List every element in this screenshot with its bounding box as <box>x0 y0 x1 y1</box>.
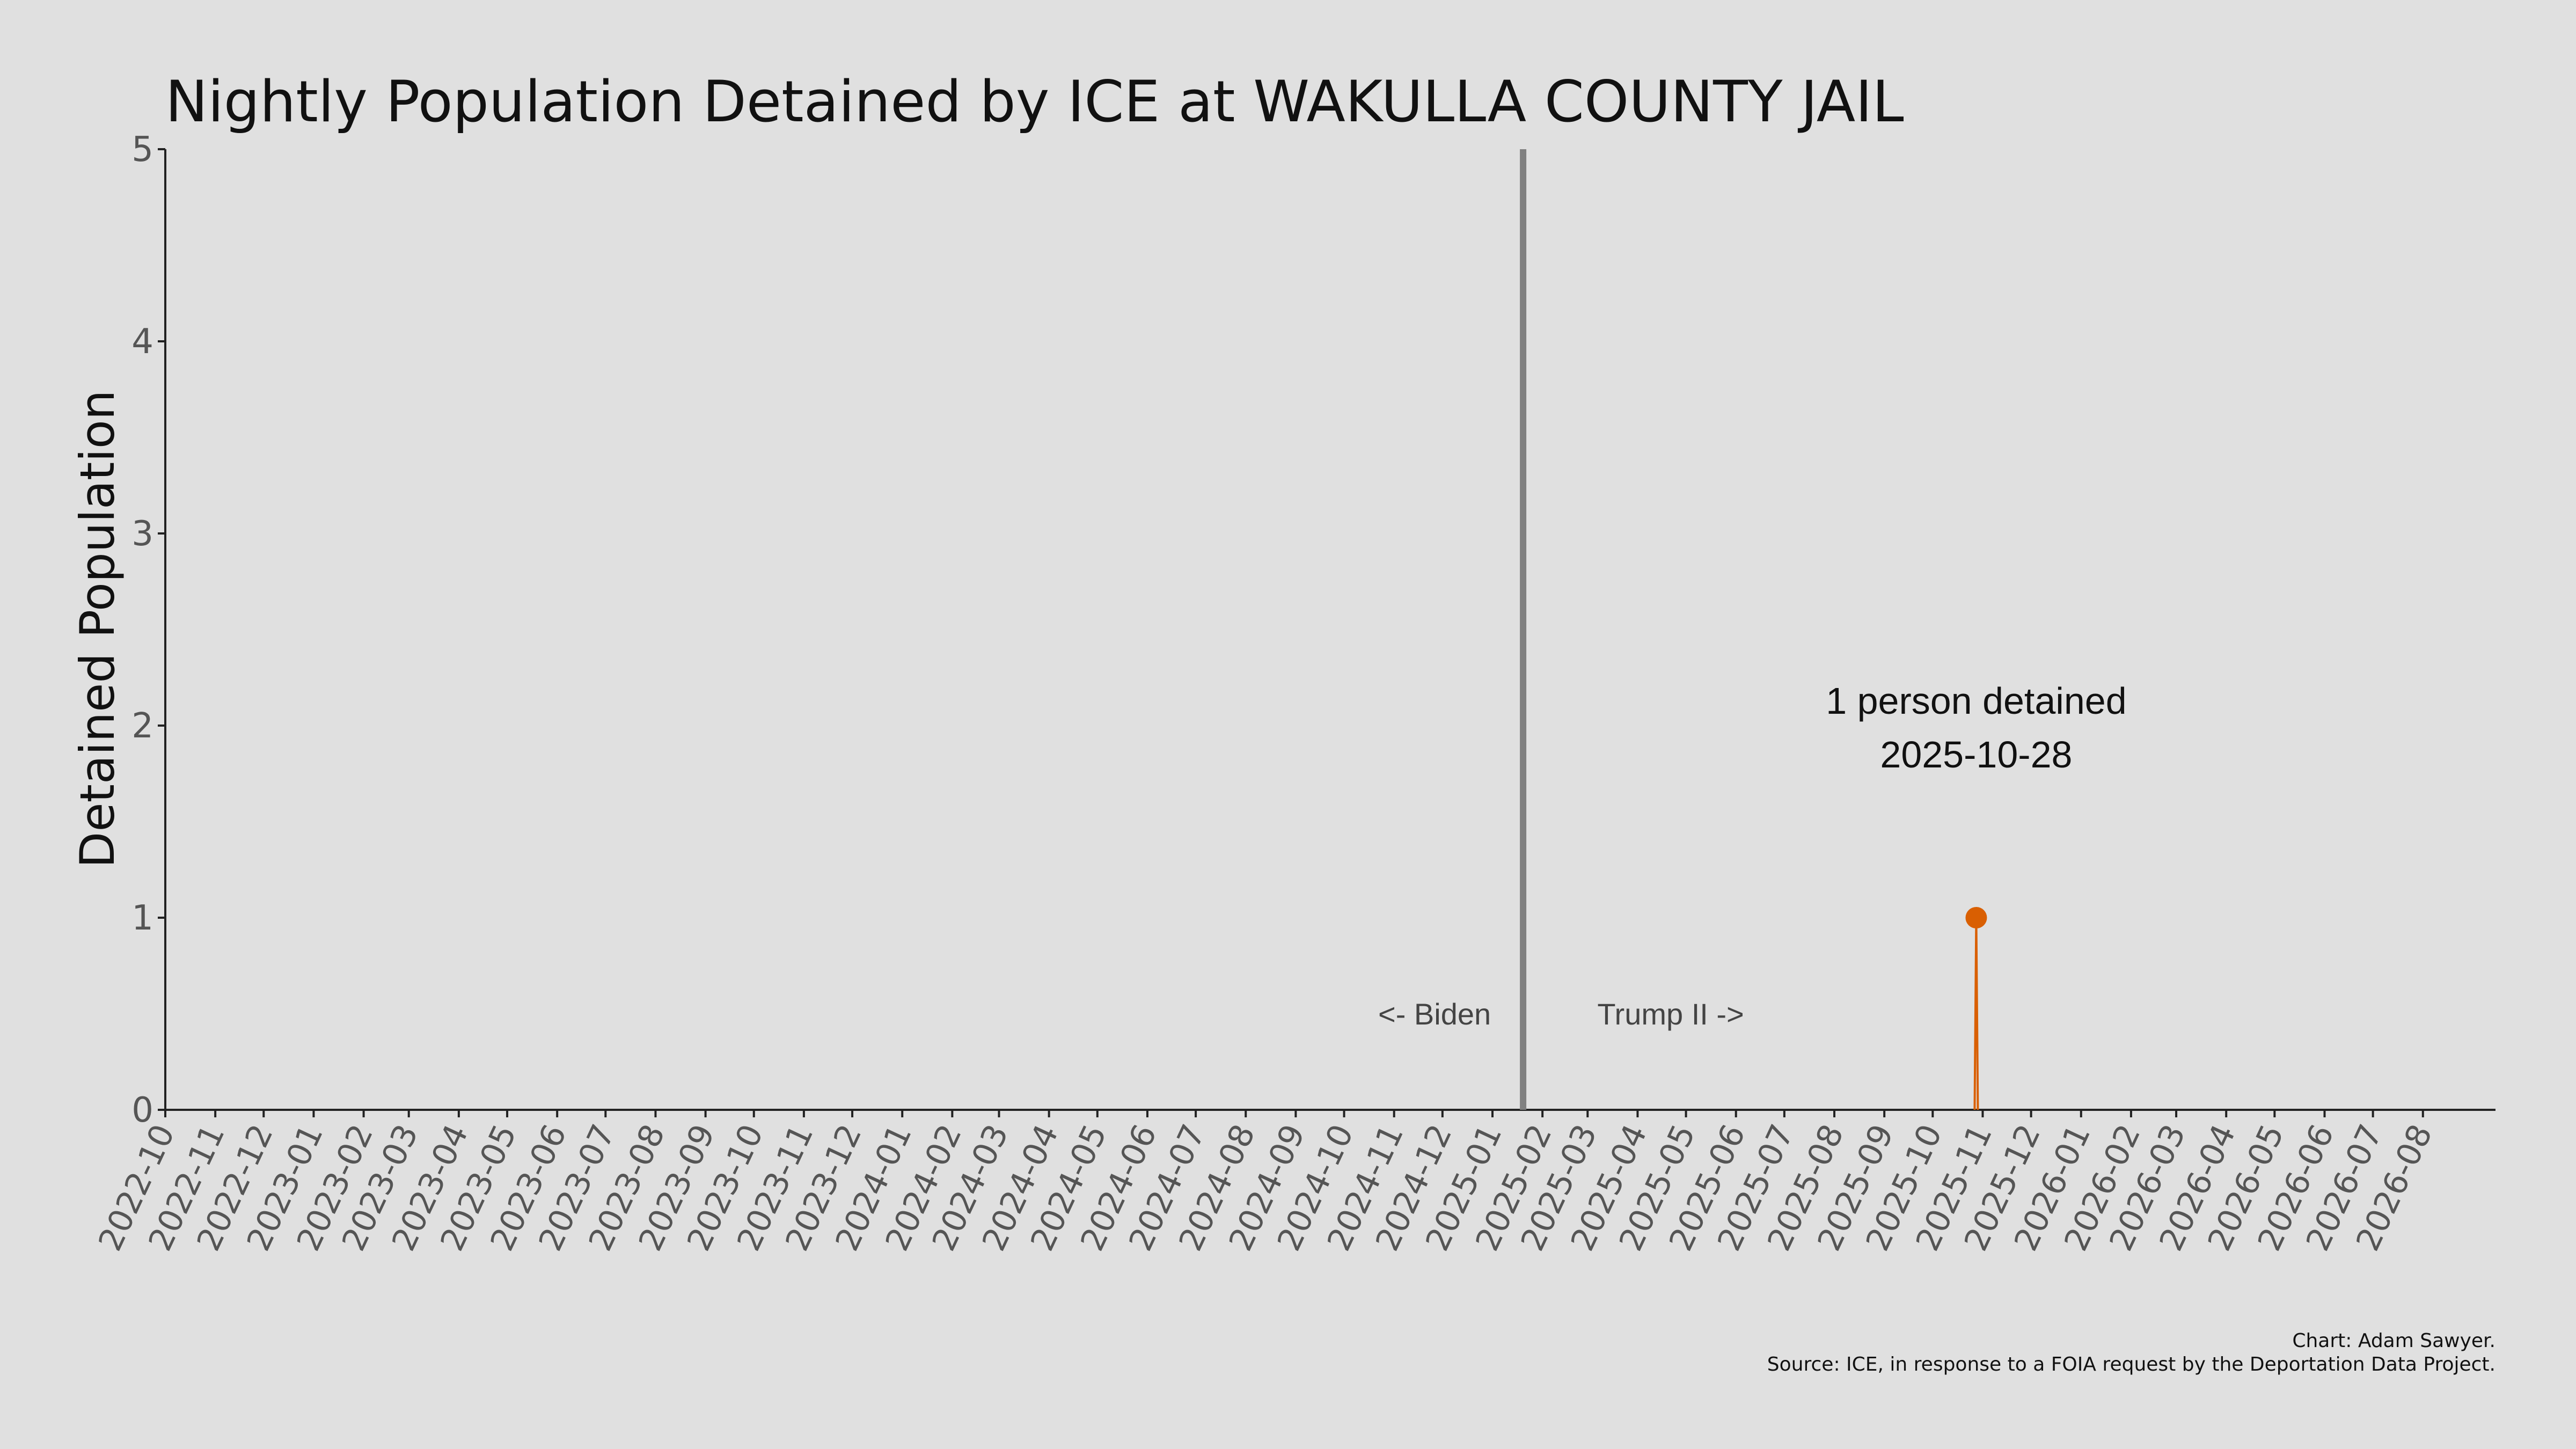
y-tick-label: 3 <box>131 514 153 554</box>
chart-credit: Chart: Adam Sawyer. <box>2292 1330 2496 1352</box>
y-tick-label: 1 <box>131 898 153 938</box>
y-axis-ticks: 0 1 2 3 4 5 <box>131 130 165 1130</box>
annotation-line-2: 2025-10-28 <box>1880 734 2072 775</box>
data-point <box>1965 907 1987 928</box>
era-divider: <- Biden Trump II -> <box>1378 149 1744 1110</box>
y-tick-label: 5 <box>131 130 153 170</box>
y-tick-label: 0 <box>131 1091 153 1130</box>
annotation-line-1: 1 person detained <box>1826 680 2126 722</box>
era-label-left: <- Biden <box>1378 997 1491 1031</box>
chart-title: Nightly Population Detained by ICE at WA… <box>165 69 1904 135</box>
axes <box>164 149 2496 1111</box>
chart-source: Source: ICE, in response to a FOIA reque… <box>1767 1353 2496 1375</box>
y-axis-label: Detained Population <box>70 390 125 868</box>
series <box>1965 907 1987 1110</box>
era-label-right: Trump II -> <box>1597 997 1744 1031</box>
y-tick-label: 2 <box>131 706 153 746</box>
y-tick-label: 4 <box>131 322 153 362</box>
